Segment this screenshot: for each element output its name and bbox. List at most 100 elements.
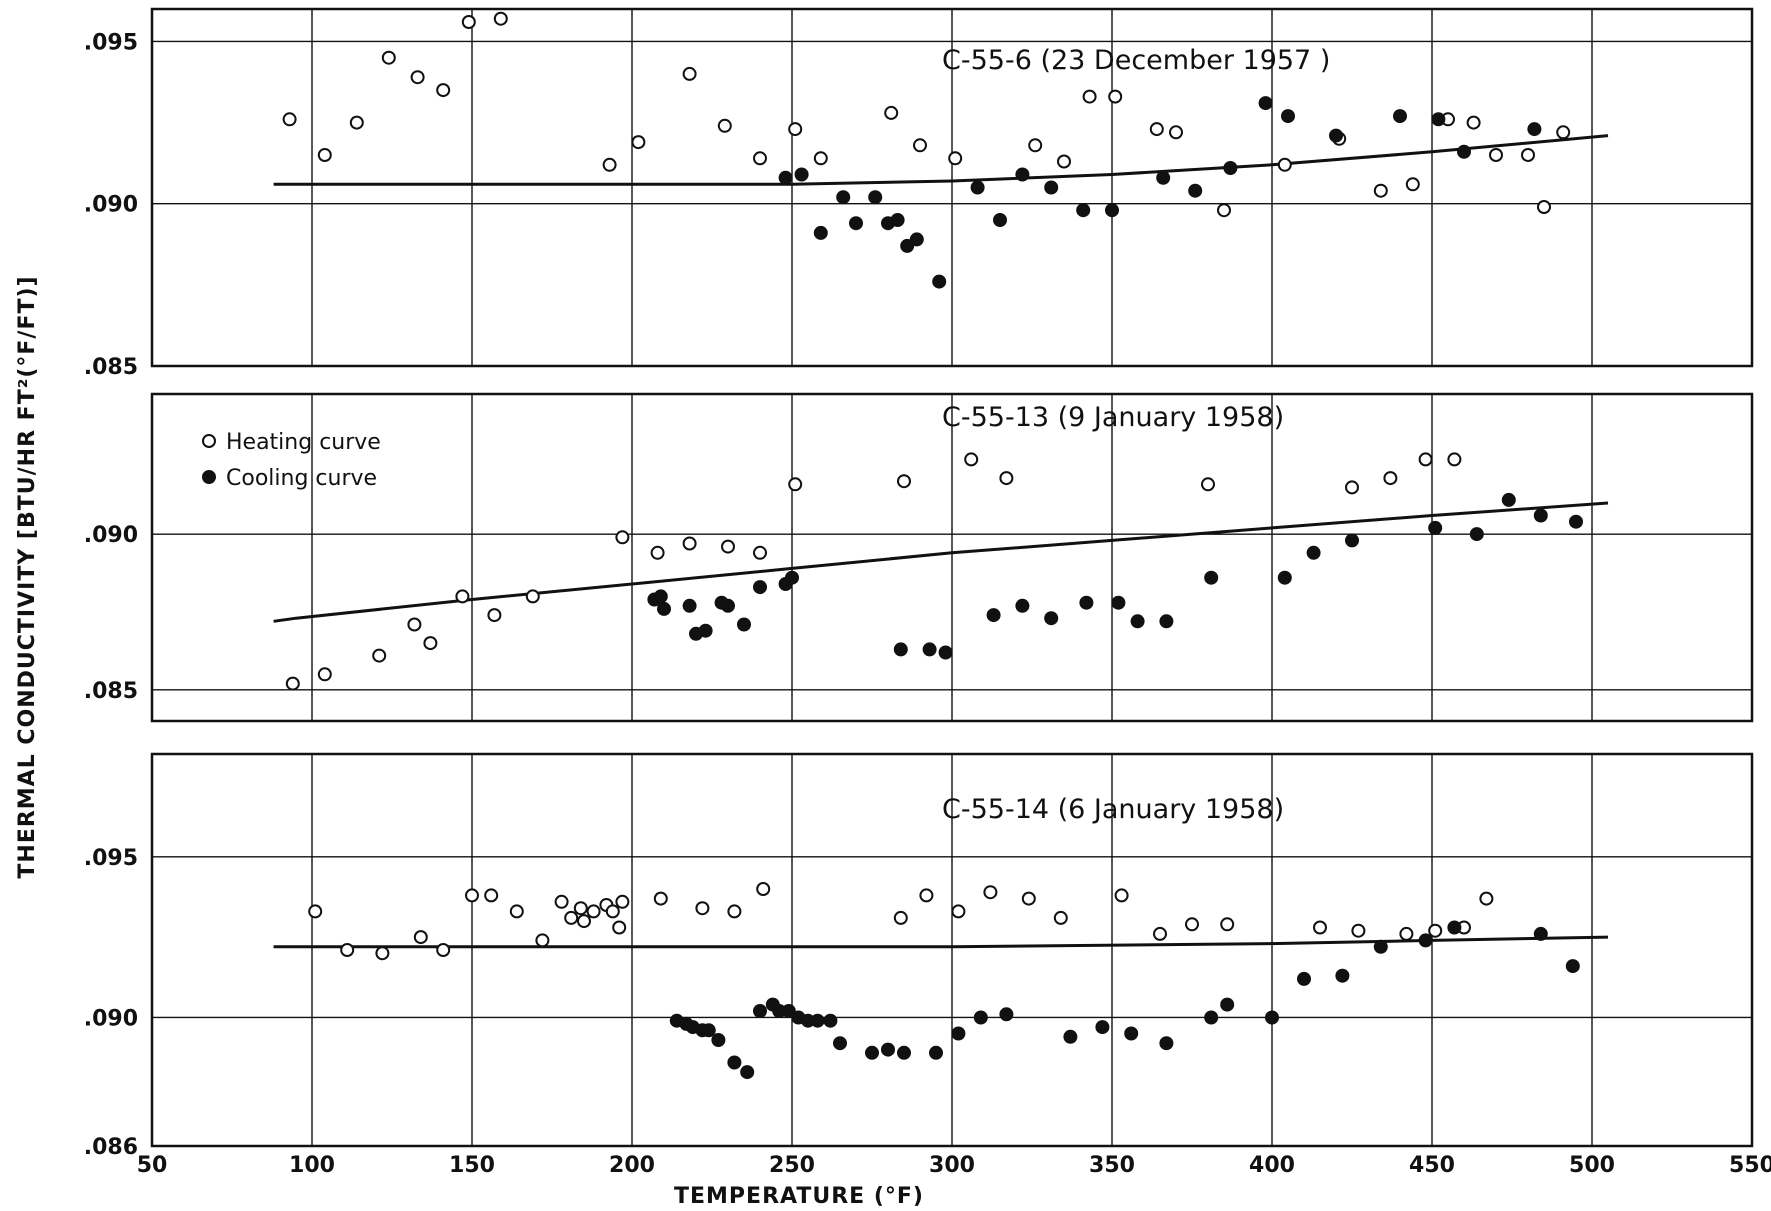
heating-point: [564, 910, 579, 925]
heating-point: [1277, 157, 1292, 172]
heating-point: [1153, 926, 1167, 941]
heating-point: [650, 545, 665, 560]
cooling-point: [893, 642, 908, 657]
cooling-point: [653, 589, 668, 604]
cooling-point: [836, 190, 851, 205]
grid: [150, 7, 1754, 368]
cooling-point: [781, 1004, 796, 1018]
heating-point: [1108, 89, 1123, 104]
x-tick-label: 550: [1729, 1153, 1771, 1178]
y-tick-label: .090: [84, 1006, 138, 1031]
panel-c-55-6: C-55-6 (23 December 1957 ) .085 .090 .095: [84, 7, 1754, 380]
cooling-point: [1124, 1026, 1139, 1041]
heating-point: [554, 894, 569, 909]
heating-point: [788, 122, 803, 137]
cooling-point: [1111, 595, 1126, 610]
cooling-point: [1223, 161, 1238, 175]
heating-point: [1428, 923, 1443, 938]
cooling-point: [849, 216, 863, 231]
heating-point: [717, 118, 732, 133]
heating-point: [964, 452, 979, 467]
y-axis-title: THERMAL CONDUCTIVITY [BTU/HR FT²(°F/FT)]: [15, 275, 40, 878]
cooling-point: [1281, 109, 1295, 124]
fit-curve: [273, 501, 1609, 623]
heating-point: [727, 904, 742, 919]
cooling-point: [1063, 1029, 1078, 1044]
cooling-point: [909, 232, 924, 247]
panel-c-55-14: C-55-14 (6 January 1958) .086 .090 .095: [84, 752, 1754, 1160]
cooling-point: [1565, 959, 1580, 974]
cooling-point: [1418, 933, 1433, 948]
cooling-point: [1044, 180, 1059, 195]
cooling-point: [794, 167, 809, 182]
heating-point: [631, 135, 646, 150]
cooling-point: [929, 1045, 943, 1060]
cooling-point: [810, 1013, 825, 1028]
cooling-point: [1204, 570, 1219, 585]
heating-point: [1489, 148, 1503, 162]
heating-point: [721, 539, 735, 554]
heating-point: [1149, 122, 1164, 137]
heating-point: [285, 676, 300, 691]
cooling-point: [1457, 144, 1471, 159]
cooling-point: [1297, 971, 1311, 986]
cooling-point: [951, 1026, 966, 1041]
heating-point: [753, 151, 767, 166]
heating-point: [1220, 917, 1235, 932]
heating-point: [1479, 891, 1494, 906]
heating-point: [1521, 148, 1535, 162]
heating-point: [413, 930, 428, 945]
heating-point: [535, 933, 550, 948]
cooling-point: [1220, 997, 1235, 1012]
heating-point: [484, 888, 499, 903]
x-axis-title: TEMPERATURE (°F): [674, 1184, 924, 1209]
heating-point: [586, 904, 601, 919]
cooling-point: [727, 1055, 742, 1070]
cooling-point: [932, 274, 947, 289]
heating-point: [605, 904, 620, 919]
heating-point: [525, 589, 540, 604]
cooling-point: [813, 225, 828, 240]
cooling-point: [1076, 203, 1091, 218]
cooling-point: [1204, 1010, 1219, 1025]
heating-point: [282, 112, 297, 127]
heating-point: [1169, 125, 1183, 140]
heating-point: [612, 920, 627, 935]
y-tick-label: .090: [84, 193, 138, 218]
heating-point: [375, 946, 390, 961]
heating-point: [948, 151, 963, 166]
heating-point: [1345, 480, 1359, 495]
panel-c-55-13: C-55-13 (9 January 1958) Heating curve C…: [84, 392, 1754, 723]
legend-heating-label: Heating curve: [226, 430, 381, 455]
legend: Heating curve Cooling curve: [202, 430, 381, 491]
heating-point: [919, 888, 934, 903]
cooling-point: [785, 570, 799, 585]
heating-point: [1114, 888, 1129, 903]
panel-title: C-55-6 (23 December 1957 ): [942, 45, 1330, 76]
cooling-point: [1265, 1010, 1279, 1025]
cooling-point: [1501, 492, 1516, 507]
panel-title: C-55-13 (9 January 1958): [942, 402, 1284, 433]
heating-point: [1383, 471, 1398, 486]
cooling-point: [900, 238, 915, 253]
cooling-point: [993, 213, 1007, 227]
heating-point: [1021, 891, 1036, 906]
heating-point: [756, 882, 771, 896]
cooling-point: [1447, 920, 1462, 935]
heating-point: [615, 530, 630, 545]
heating-point: [1082, 89, 1097, 104]
y-tick-label: .095: [84, 30, 138, 55]
heating-point: [436, 943, 451, 957]
cooling-series: [778, 96, 1542, 289]
heating-point: [423, 636, 438, 651]
cooling-point: [922, 642, 937, 657]
heating-point: [1185, 917, 1199, 932]
cooling-point: [1569, 514, 1583, 529]
cooling-point: [1130, 614, 1145, 629]
y-tick-label: .095: [84, 846, 138, 871]
x-tick-label: 250: [769, 1153, 815, 1178]
heating-point: [983, 885, 998, 900]
cooling-point: [1015, 598, 1030, 613]
cooling-point: [1258, 96, 1273, 111]
